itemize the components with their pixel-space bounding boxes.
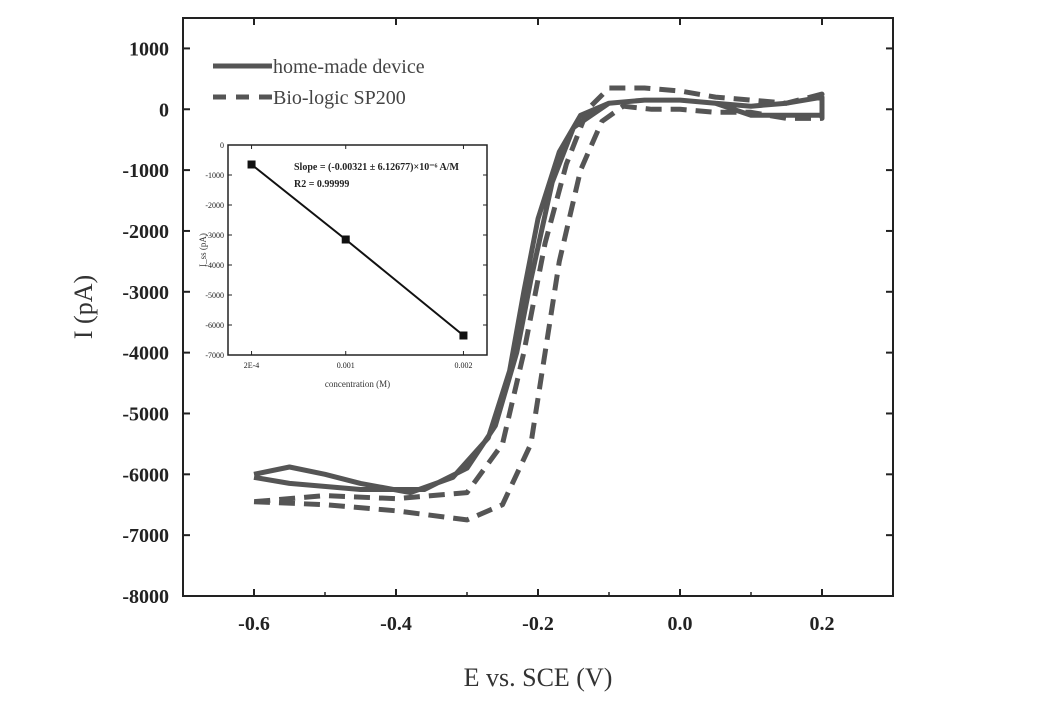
- inset-data-point: [247, 160, 256, 169]
- y-tick-label: -4000: [122, 343, 169, 365]
- x-tick-label: 0.0: [668, 613, 693, 635]
- y-tick-label: -6000: [122, 464, 169, 486]
- y-tick-label: -2000: [122, 221, 169, 243]
- inset-y-tick-label: -1000: [205, 171, 224, 180]
- y-axis-label: I (pA): [69, 275, 98, 339]
- inset-x-axis-label: concentration (M): [325, 379, 390, 389]
- inset-x-tick-label: 0.002: [454, 361, 472, 370]
- x-axis-label: E vs. SCE (V): [464, 663, 613, 692]
- legend-label: home-made device: [273, 56, 425, 78]
- inset-y-tick-label: -7000: [205, 351, 224, 360]
- y-tick-label: 1000: [129, 38, 169, 60]
- inset-data-point: [341, 235, 350, 244]
- inset-annotation: Slope = (-0.00321 ± 6.12677)×10⁻⁶ A/M: [294, 162, 459, 173]
- legend-label: Bio-logic SP200: [273, 87, 406, 109]
- inset-x-tick-label: 0.001: [337, 361, 355, 370]
- inset-y-axis-label: I_ss (pA): [198, 233, 208, 267]
- x-tick-label: 0.2: [810, 613, 835, 635]
- inset-y-tick-label: -3000: [205, 231, 224, 240]
- inset-annotation: R2 = 0.99999: [294, 179, 349, 190]
- inset-data-point: [459, 331, 468, 340]
- x-tick-label: -0.6: [238, 613, 270, 635]
- series-line-bio-logic-sp200: [253, 85, 825, 523]
- series-line-home-made-device: [253, 94, 825, 496]
- inset-y-tick-label: -2000: [205, 201, 224, 210]
- y-tick-label: -7000: [122, 525, 169, 547]
- y-tick-label: -5000: [122, 403, 169, 425]
- inset-y-tick-label: -4000: [205, 261, 224, 270]
- inset-y-tick-label: -5000: [205, 291, 224, 300]
- inset-y-tick-label: -6000: [205, 321, 224, 330]
- y-tick-label: -3000: [122, 282, 169, 304]
- inset-y-tick-label: 0: [220, 141, 224, 150]
- inset-x-tick-label: 2E-4: [244, 361, 260, 370]
- y-tick-label: -1000: [122, 160, 169, 182]
- y-tick-label: 0: [159, 99, 169, 121]
- x-tick-label: -0.4: [380, 613, 412, 635]
- x-tick-label: -0.2: [522, 613, 554, 635]
- y-tick-label: -8000: [122, 586, 169, 608]
